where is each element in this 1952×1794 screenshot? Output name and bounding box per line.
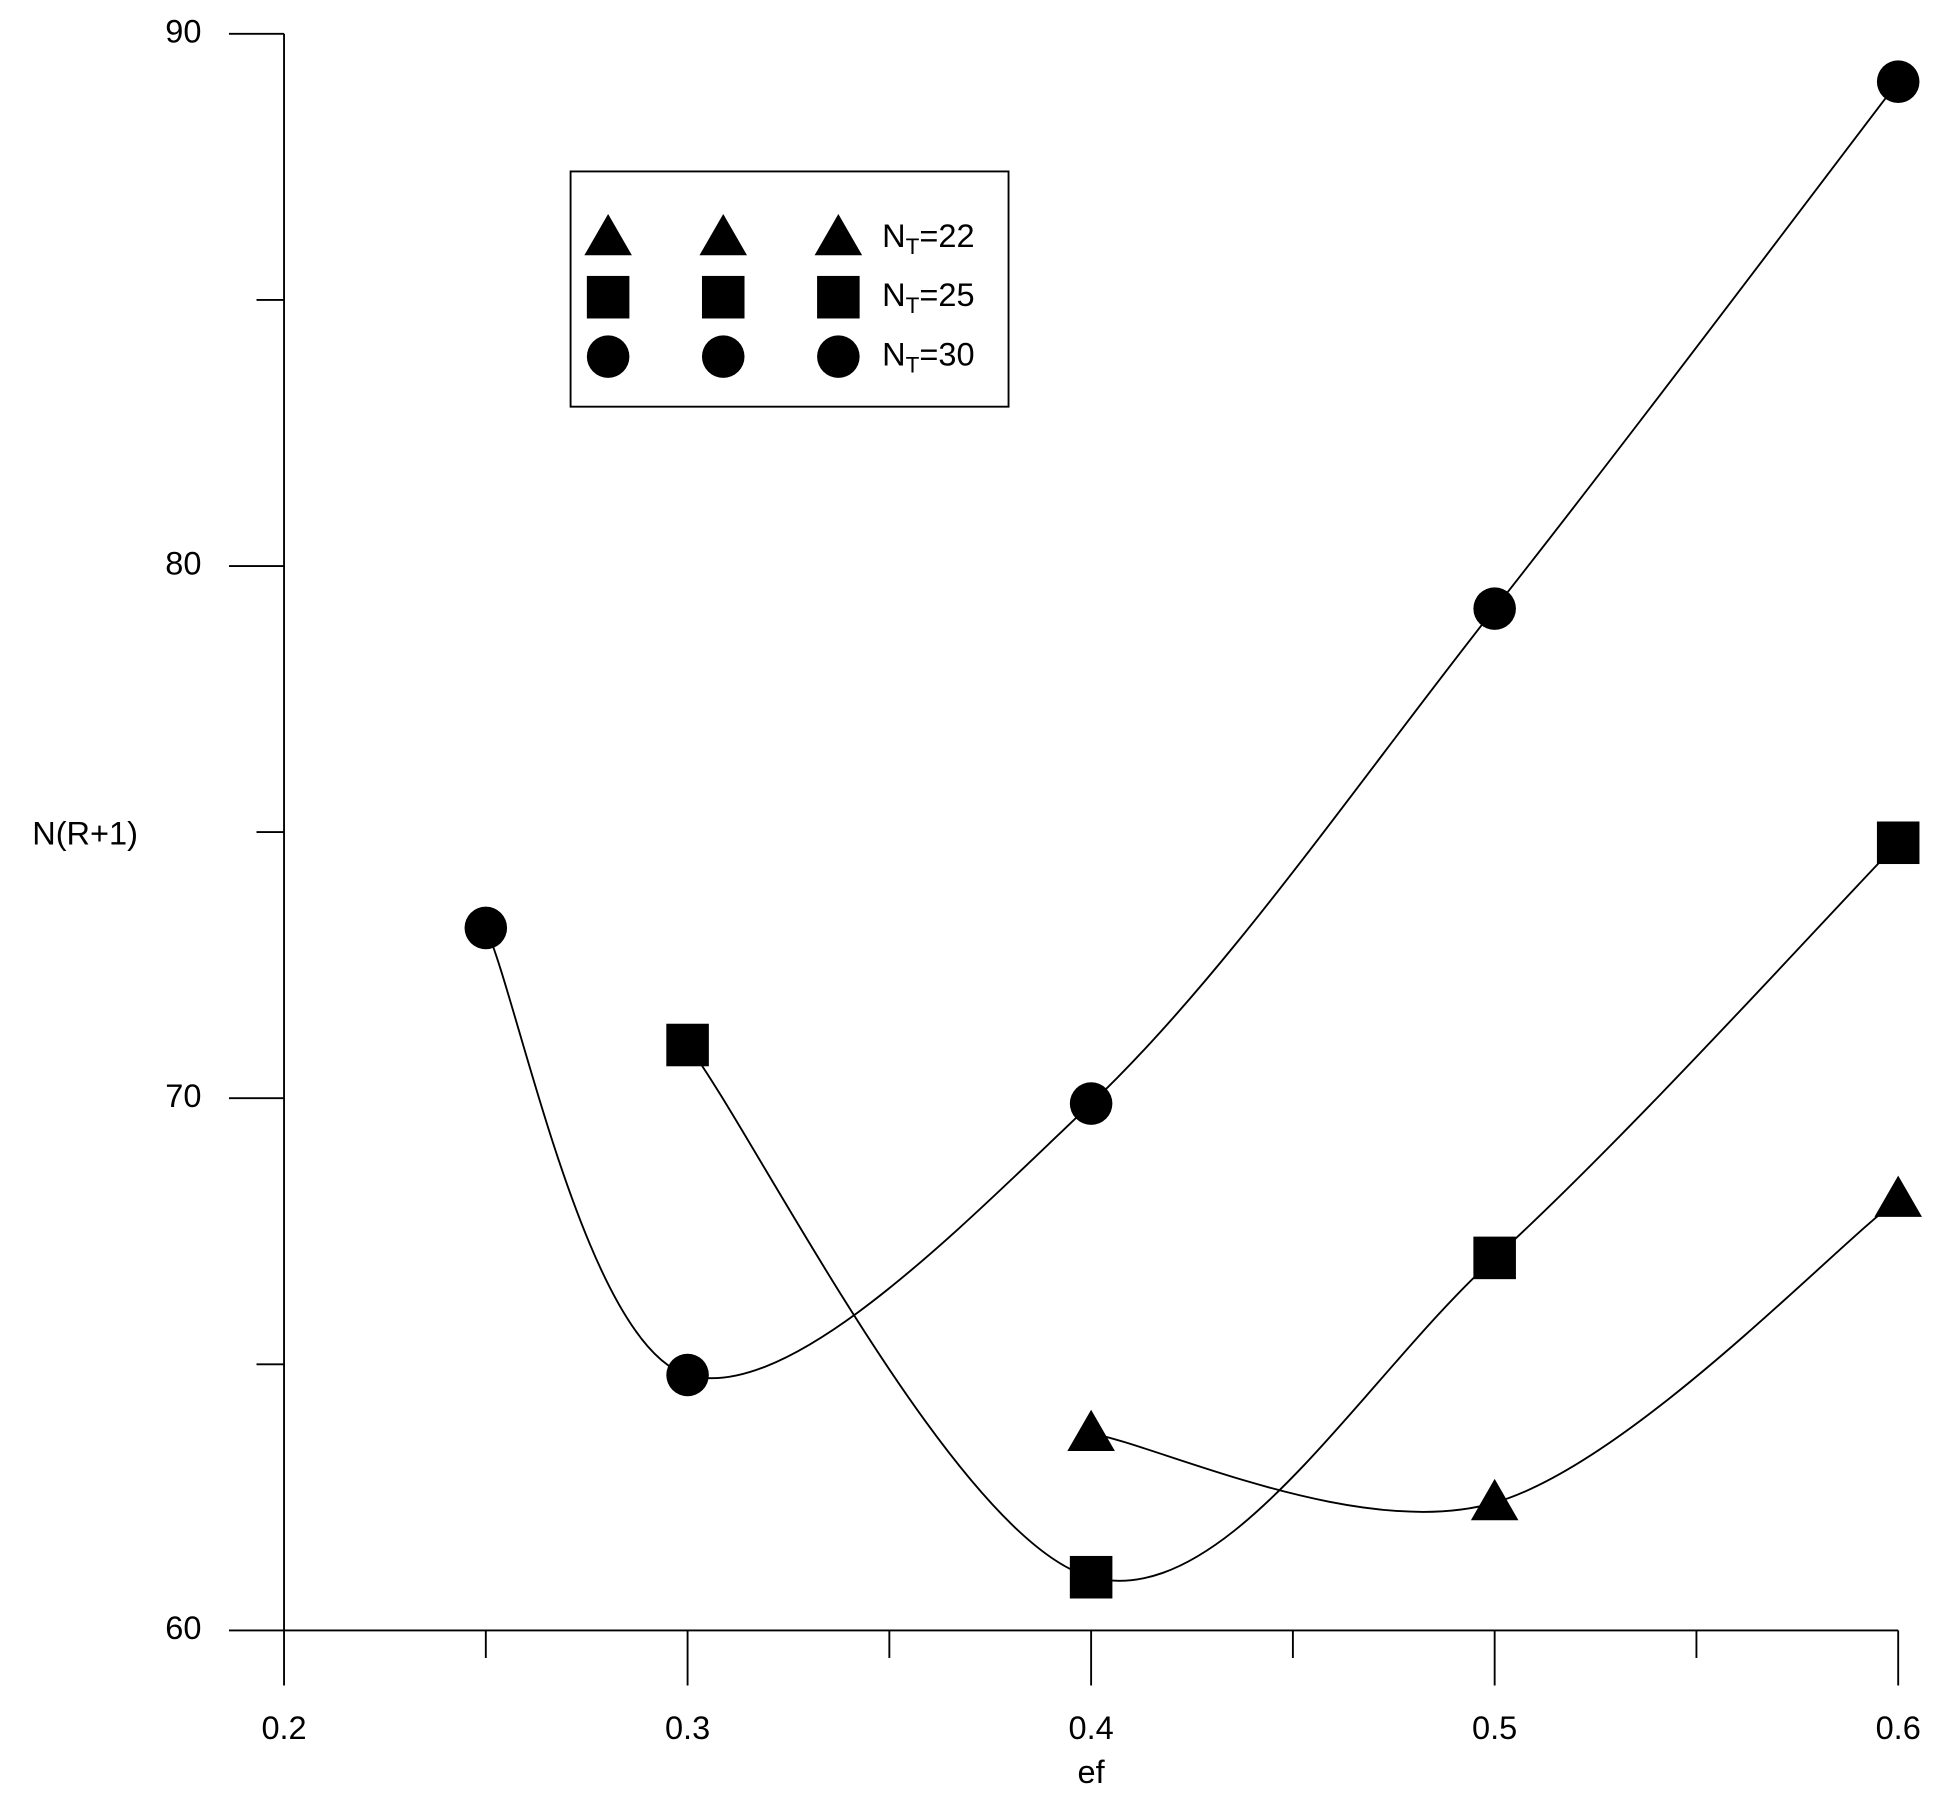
marker-triangle: [699, 213, 748, 256]
x-tick-label: 0.2: [261, 1710, 306, 1746]
x-tick-label: 0.3: [665, 1710, 710, 1746]
x-tick-label: 0.6: [1876, 1710, 1921, 1746]
marker-square: [1876, 821, 1920, 865]
marker-square: [1069, 1555, 1113, 1599]
marker-circle: [1876, 60, 1920, 103]
marker-triangle: [1067, 1409, 1115, 1452]
marker-circle: [586, 335, 630, 378]
y-axis-title: N(R+1): [32, 815, 138, 851]
y-tick-label: 70: [165, 1078, 201, 1114]
legend-label: NT=30: [882, 336, 974, 377]
x-axis-title: ef: [1078, 1754, 1106, 1790]
marker-circle: [701, 335, 745, 378]
marker-square: [817, 275, 860, 319]
series-line: [484, 81, 1899, 1380]
x-tick-label: 0.4: [1069, 1710, 1114, 1746]
marker-square: [1473, 1236, 1516, 1280]
marker-circle: [666, 1353, 709, 1397]
marker-square: [666, 1023, 709, 1067]
y-tick-label: 90: [165, 13, 201, 49]
marker-circle: [1473, 587, 1516, 630]
marker-circle: [817, 335, 860, 378]
y-tick-label: 60: [165, 1610, 201, 1646]
marker-circle: [464, 906, 508, 950]
legend-box: [569, 170, 1010, 408]
marker-square: [586, 275, 630, 319]
x-tick-label: 0.5: [1472, 1710, 1517, 1746]
marker-triangle: [584, 213, 632, 256]
y-tick-label: 80: [165, 546, 201, 582]
legend-label: NT=22: [882, 217, 974, 258]
marker-square: [701, 275, 745, 319]
marker-circle: [1069, 1082, 1113, 1125]
series-line: [686, 842, 1899, 1582]
legend-label: NT=25: [882, 277, 974, 318]
marker-triangle: [1874, 1175, 1922, 1217]
marker-triangle: [814, 213, 863, 256]
marker-triangle: [1470, 1478, 1519, 1521]
